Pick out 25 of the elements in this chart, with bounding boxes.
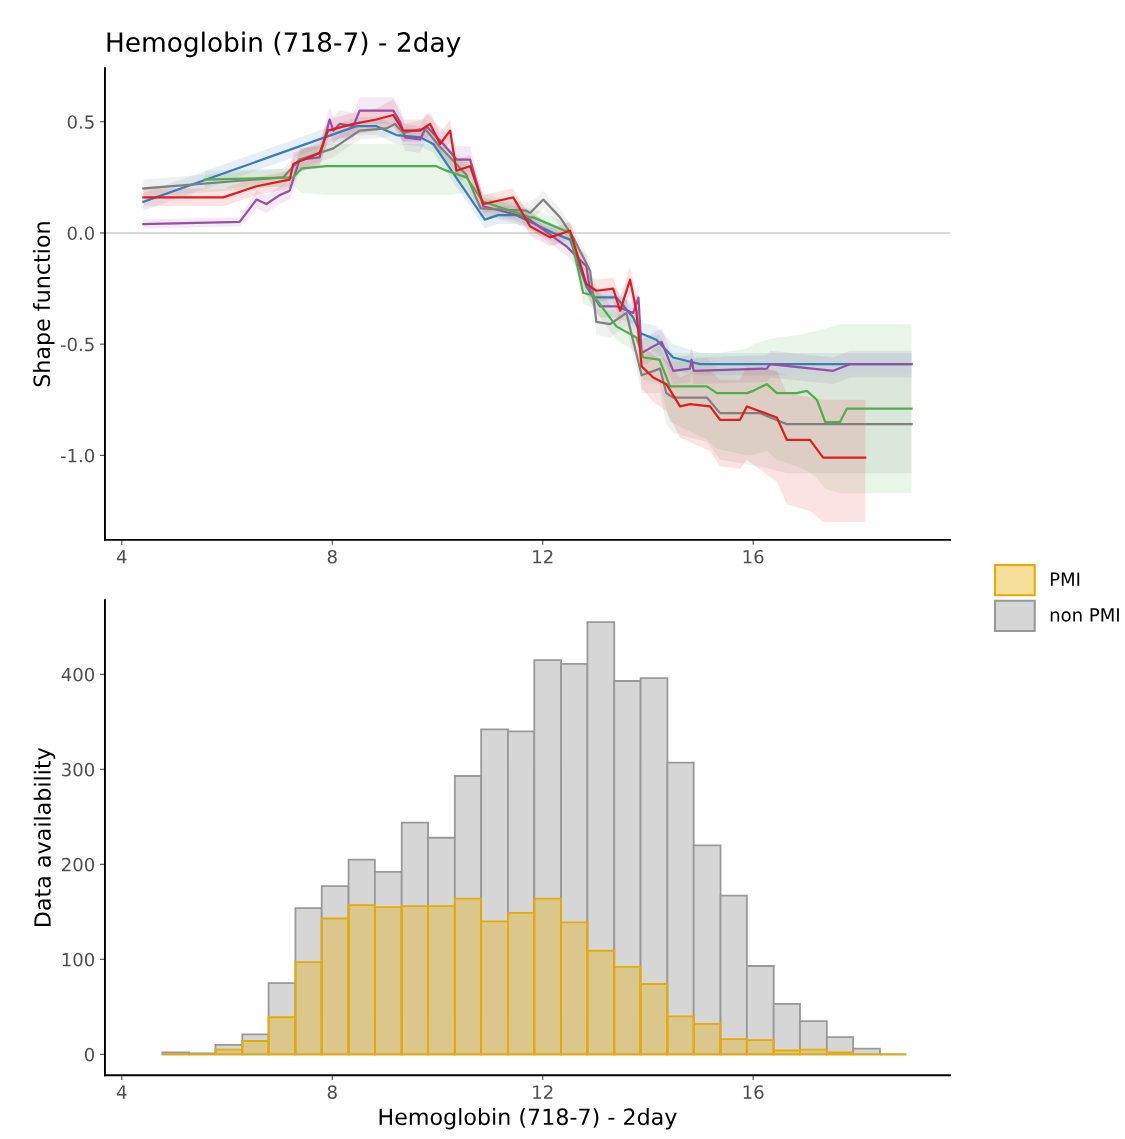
y-tick-label: 0.5 [67, 115, 94, 129]
x-tick-label: 4 [116, 1085, 127, 1099]
y-tick-label: 100 [62, 952, 95, 967]
x-tick-label: 16 [743, 1085, 764, 1099]
y-tick-label: 0 [84, 1047, 95, 1062]
y-tick-label: 300 [62, 762, 95, 777]
x-tick-label: 12 [533, 549, 553, 564]
x-tick-label: 4 [116, 550, 127, 564]
legend-label: non PMI [1050, 608, 1119, 622]
legend-label: PMI [1050, 572, 1080, 586]
x-tick-label: 8 [327, 549, 337, 564]
y-axis-title: Shape function [32, 222, 55, 387]
line-series [142, 122, 913, 426]
x-tick-label: 16 [743, 549, 764, 564]
line-series [203, 165, 913, 424]
x-tick-label: 8 [327, 1085, 337, 1099]
chart-title: Hemoglobin (718-7) - 2day [107, 31, 461, 58]
y-tick-label: -1.0 [60, 448, 95, 463]
y-tick-label: 400 [61, 667, 95, 682]
y-tick-label: 0.0 [67, 226, 95, 241]
y-tick-label: 200 [62, 857, 95, 872]
x-tick-label: 12 [533, 1085, 553, 1099]
x-axis-title: Hemoglobin (718-7) - 2day [379, 1107, 677, 1130]
y-axis-title: Data availability [33, 747, 56, 927]
y-tick-label: -0.5 [60, 337, 94, 352]
